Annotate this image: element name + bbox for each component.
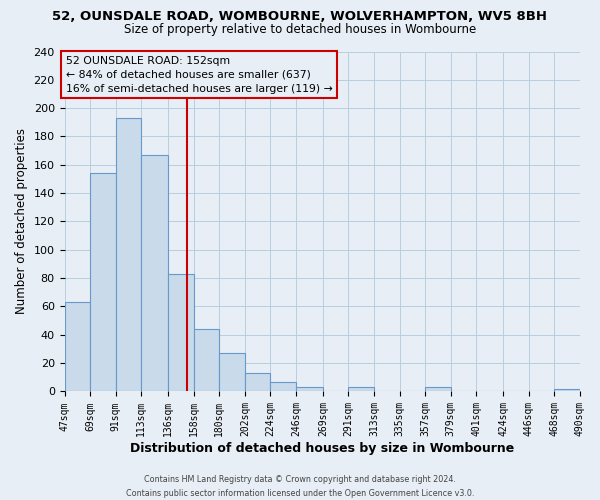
Bar: [349, 387, 374, 392]
X-axis label: Distribution of detached houses by size in Wombourne: Distribution of detached houses by size …: [130, 442, 514, 455]
Bar: [271, 382, 296, 392]
Bar: [65, 302, 90, 392]
Bar: [245, 373, 271, 392]
Bar: [425, 387, 451, 392]
Text: 52, OUNSDALE ROAD, WOMBOURNE, WOLVERHAMPTON, WV5 8BH: 52, OUNSDALE ROAD, WOMBOURNE, WOLVERHAMP…: [53, 10, 548, 23]
Text: Contains HM Land Registry data © Crown copyright and database right 2024.
Contai: Contains HM Land Registry data © Crown c…: [126, 476, 474, 498]
Bar: [219, 353, 245, 392]
Bar: [194, 329, 219, 392]
Bar: [168, 274, 194, 392]
Y-axis label: Number of detached properties: Number of detached properties: [15, 128, 28, 314]
Bar: [90, 174, 116, 392]
Bar: [116, 118, 142, 392]
Text: 52 OUNSDALE ROAD: 152sqm
← 84% of detached houses are smaller (637)
16% of semi-: 52 OUNSDALE ROAD: 152sqm ← 84% of detach…: [65, 56, 332, 94]
Bar: [296, 387, 323, 392]
Bar: [142, 155, 168, 392]
Text: Size of property relative to detached houses in Wombourne: Size of property relative to detached ho…: [124, 22, 476, 36]
Bar: [554, 388, 580, 392]
